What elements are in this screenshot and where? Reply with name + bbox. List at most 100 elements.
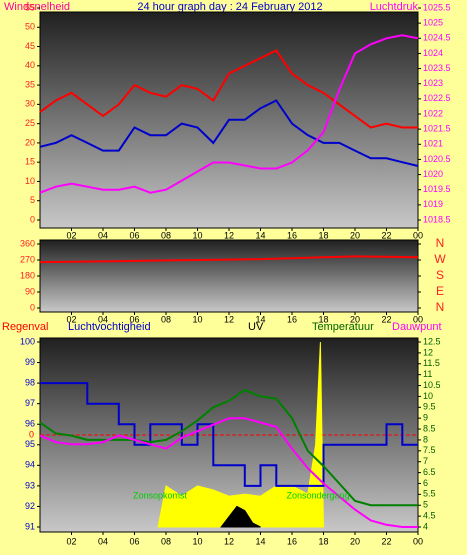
line [39,417,418,528]
y-tick-label: 95 [25,439,35,449]
area [157,341,325,528]
x-tick-label: 10 [192,314,202,324]
x-tick-label: 02 [66,536,76,546]
y-tick-label: 94 [25,460,35,470]
y2-tick-label: E [436,284,444,298]
x-tick-label: 02 [66,230,76,240]
x-tick-label: 04 [98,230,108,240]
line [39,99,419,167]
x-tick-label: 12 [224,536,234,546]
y2-tick-label: 8.5 [423,423,436,433]
y2-tick-label: W [434,252,446,266]
temperature-label: Temperatuur [312,321,374,333]
title: 24 hour graph day : 24 February 2012 [137,1,322,13]
y-tick-label: 180 [20,270,35,280]
y2-tick-label: 11.5 [423,358,440,368]
y-tick-label: 5 [30,195,35,205]
x-tick-label: 20 [350,230,360,240]
y-tick-label: 100 [20,336,35,346]
line [39,255,419,264]
y-tick-label: 55 [25,2,35,12]
y-tick-label: 30 [25,99,35,109]
y-tick-label: 25 [25,118,35,128]
rain-label: Regenval [2,321,48,333]
x-tick-label: 16 [287,536,297,546]
humidity-label: Luchtvochtigheid [68,321,151,333]
y-tick-label: 90 [25,286,35,296]
x-tick-label: 12 [224,314,234,324]
y-tick-label: 40 [25,60,35,70]
line [39,388,418,507]
y2-tick-label: 7.5 [423,445,436,455]
y-tick-label: 360 [20,238,35,248]
x-tick-label: 00 [413,230,423,240]
y2-tick-label: 6 [423,478,428,488]
y2-tick-label: 1021 [423,139,443,149]
y-tick-label: 0 [30,214,35,224]
x-tick-label: 14 [255,536,265,546]
y-tick-label: 97 [25,398,35,408]
x-tick-label: 08 [161,230,171,240]
x-tick-label: 10 [192,230,202,240]
x-tick-label: 18 [318,314,328,324]
y2-tick-label: 5.5 [423,489,436,499]
y2-tick-label: S [436,268,444,282]
y-tick-label: 270 [20,254,35,264]
line [39,34,419,194]
y2-tick-label: N [436,300,445,314]
y2-tick-label: 12.5 [423,336,441,346]
y-tick-label: 10 [25,176,35,186]
x-tick-label: 02 [66,314,76,324]
x-tick-label: 06 [129,230,139,240]
y-tick-label: 45 [25,41,35,51]
y2-tick-label: 9 [423,413,428,423]
x-tick-label: 06 [129,314,139,324]
y2-tick-label: 9.5 [423,402,436,412]
y-tick-label: 35 [25,79,35,89]
y-tick-label: 92 [25,501,35,511]
y-tick-label: 91 [25,521,35,531]
y2-tick-label: 1020 [423,169,443,179]
y2-tick-label: 7 [423,456,428,466]
x-tick-label: 04 [98,314,108,324]
plot-area [39,239,419,313]
y2-tick-label: 1019.5 [423,184,451,194]
y2-tick-label: 1024.5 [423,33,451,43]
y-tick-label: 96 [25,419,35,429]
y2-tick-label: 1020.5 [423,154,451,164]
y-tick-label: 20 [25,137,35,147]
x-tick-label: 14 [255,230,265,240]
plots: 02 04 06 08 10 12 14 16 18 20 22 000510152025303540… [20,2,451,546]
x-tick-label: 10 [192,536,202,546]
line [40,382,418,487]
x-tick-label: 12 [224,230,234,240]
y2-tick-label: 1023.5 [423,63,451,73]
x-tick-label: 16 [287,314,297,324]
rain-tick-label: 0 [29,429,34,439]
x-tick-label: 22 [381,314,391,324]
y-tick-label: 99 [25,357,35,367]
x-tick-label: 20 [350,536,360,546]
y-tick-label: 0 [30,302,35,312]
y2-tick-label: 1021.5 [423,124,451,134]
wind-label: Windsnelheid [4,1,70,13]
y2-tick-label: 8 [423,434,428,444]
y2-tick-label: N [436,236,445,250]
x-tick-label: 18 [318,536,328,546]
x-tick-label: 08 [161,536,171,546]
x-tick-label: 16 [287,230,297,240]
y-tick-label: 15 [25,157,35,167]
x-tick-label: 08 [161,314,171,324]
y2-tick-label: 1025 [423,18,443,28]
pressure-label: Luchtdruk [370,1,419,13]
sunrise-label: Zonsopkomst [133,490,188,500]
y2-tick-label: 1023 [423,78,443,88]
x-tick-label: 18 [318,230,328,240]
y2-tick-label: 10 [423,391,433,401]
y-tick-label: 93 [25,480,35,490]
y-tick-label: 98 [25,377,35,387]
x-tick-label: 00 [413,314,423,324]
y2-tick-label: 11 [423,369,432,379]
y2-tick-label: 6.5 [423,467,436,477]
